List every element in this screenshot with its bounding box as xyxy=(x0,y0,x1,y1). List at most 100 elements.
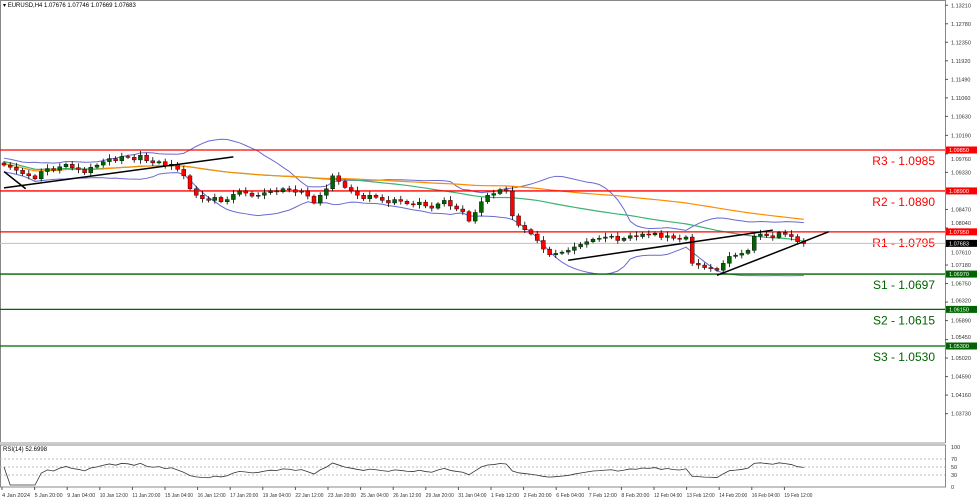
candle-body xyxy=(293,189,298,193)
candle-body xyxy=(795,236,800,242)
rsi-label: RSI(14) 52.6998 xyxy=(3,447,48,453)
level-tag xyxy=(946,146,977,154)
time-tick-label: 7 Feb 12:00 xyxy=(589,493,617,499)
candle-body xyxy=(417,201,422,205)
candle-body xyxy=(144,154,149,161)
trendline xyxy=(3,156,234,189)
price-tick-label: 1.04160 xyxy=(951,393,971,399)
level-tag-text: 1.07950 xyxy=(949,230,969,236)
time-tick-label: 9 Jan 04:00 xyxy=(67,493,95,499)
candle-body xyxy=(392,199,397,204)
candle-body xyxy=(311,195,317,204)
candle-body xyxy=(361,195,366,199)
candle-body xyxy=(355,190,360,196)
candle-body xyxy=(535,233,540,241)
time-tick-label: 31 Jan 04:00 xyxy=(458,493,486,499)
candle-body xyxy=(460,208,465,212)
candle-body xyxy=(516,215,521,226)
candle-body xyxy=(45,168,50,172)
candle-body xyxy=(621,238,627,241)
low-value: 1.07669 xyxy=(90,3,113,9)
chart-header: ▾ EURUSD,H4 1.07676 1.07746 1.07669 1.07… xyxy=(3,2,136,9)
candle-body xyxy=(69,164,75,168)
time-tick-label: 4 Jan 2024 xyxy=(2,493,30,499)
time-tick-label: 16 Feb 04:00 xyxy=(752,493,780,499)
candle-body xyxy=(714,268,720,271)
candle-body xyxy=(231,194,236,200)
bollinger-lower xyxy=(3,171,804,277)
level-tag xyxy=(946,228,977,236)
candle-body xyxy=(88,167,94,174)
level-label: S1 - 1.0697 xyxy=(873,278,935,292)
candle-body xyxy=(429,205,434,209)
time-tick-label: 17 Jan 20:00 xyxy=(230,493,258,499)
candle-body xyxy=(485,195,490,202)
price-tick-label: 1.07610 xyxy=(951,250,971,256)
candle-body xyxy=(193,188,199,196)
price-tick-label: 1.11060 xyxy=(951,96,970,102)
candle-body xyxy=(32,175,38,180)
rsi-tick-label: 100 xyxy=(951,445,960,451)
candle-body xyxy=(318,195,323,204)
candle-body xyxy=(677,238,682,240)
candle-body xyxy=(646,233,651,236)
level-tag xyxy=(946,342,977,350)
candle-body xyxy=(758,233,763,237)
moving-average-fast xyxy=(3,161,804,242)
current-price-text: 1.07683 xyxy=(949,241,969,247)
candle-body xyxy=(156,161,162,164)
candle-body xyxy=(566,250,571,253)
candle-body xyxy=(745,250,751,254)
candle-body xyxy=(442,200,447,205)
candle-body xyxy=(181,169,187,177)
candle-body xyxy=(14,167,19,171)
level-label: R1 - 1.0795 xyxy=(872,236,935,250)
rsi-tick-label: 30 xyxy=(951,473,957,479)
time-tick-label: 10 Jan 12:00 xyxy=(100,493,128,499)
candle-body xyxy=(628,235,633,239)
time-tick-label: 6 Feb 04:00 xyxy=(556,493,584,499)
candle-body xyxy=(342,181,348,188)
price-tick-label: 1.10190 xyxy=(951,133,971,139)
price-tick-label: 1.04590 xyxy=(951,375,971,381)
candle-body xyxy=(671,235,676,239)
price-tick-label: 1.06750 xyxy=(951,282,971,288)
candle-body xyxy=(57,166,62,171)
rsi-tick-label: 0 xyxy=(951,485,954,491)
candle-body xyxy=(26,173,31,177)
level-tag xyxy=(946,270,977,278)
open-value: 1.07676 xyxy=(44,3,66,9)
candle-body xyxy=(783,232,788,235)
current-price-tag xyxy=(946,239,977,247)
candle-body xyxy=(634,235,639,237)
candle-body xyxy=(615,235,620,241)
candle-body xyxy=(330,175,335,189)
rsi-tick-label: 70 xyxy=(951,457,957,463)
candle-body xyxy=(584,241,589,245)
candle-body xyxy=(107,158,112,162)
candle-body xyxy=(125,156,131,158)
price-tick-label: 1.12780 xyxy=(951,22,971,28)
candle-body xyxy=(721,263,726,271)
level-tag-text: 1.06150 xyxy=(949,307,969,313)
candle-body xyxy=(249,192,255,197)
candle-body xyxy=(63,164,69,168)
time-tick-label: 11 Jan 20:00 xyxy=(132,493,160,499)
candle-body xyxy=(150,160,156,164)
candle-body xyxy=(559,251,565,254)
time-tick-label: 12 Feb 04:00 xyxy=(654,493,682,499)
time-tick-label: 5 Jan 20:00 xyxy=(35,493,63,499)
level-label: S2 - 1.0615 xyxy=(873,313,935,327)
candle-body xyxy=(218,197,224,202)
candle-body xyxy=(324,188,329,196)
candle-body xyxy=(39,171,44,180)
dropdown-arrow-icon[interactable]: ▾ xyxy=(3,3,7,9)
time-tick-label: 2 Feb 20:00 xyxy=(524,493,552,499)
candle-body xyxy=(94,164,100,168)
candle-body xyxy=(51,168,56,171)
level-label: R3 - 1.0985 xyxy=(872,154,935,168)
candle-body xyxy=(113,158,118,161)
candle-body xyxy=(597,238,602,240)
time-tick-label: 23 Jan 20:00 xyxy=(328,493,356,499)
